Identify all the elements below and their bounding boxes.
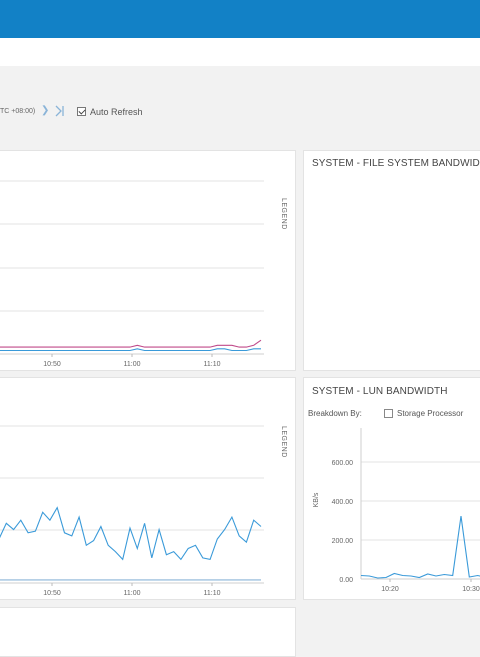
x-tick-label: 11:00 <box>124 590 141 597</box>
series-line-1 <box>0 506 262 561</box>
chart-top-left: 10:50 11:00 11:10 <box>0 180 264 368</box>
series-line-2 <box>0 348 261 352</box>
chevron-right-icon[interactable]: ❯ <box>41 105 50 116</box>
chart-mid-left: 10:50 11:00 11:10 <box>0 425 264 597</box>
auto-refresh-checkbox[interactable] <box>77 107 86 116</box>
y-tick-label: 400.00 <box>332 499 354 506</box>
x-tick-label: 10:20 <box>381 586 399 593</box>
auto-refresh-label: Auto Refresh <box>90 107 143 117</box>
top-header-bar <box>0 0 480 38</box>
legend-toggle[interactable]: LEGEND <box>280 198 287 230</box>
y-tick-label: 200.00 <box>332 538 354 545</box>
skip-to-end-icon[interactable] <box>55 105 65 120</box>
sub-header-bar <box>0 38 480 67</box>
series-line-1 <box>0 339 262 348</box>
legend-toggle[interactable]: LEGEND <box>280 426 287 458</box>
toolbar-area <box>0 66 480 150</box>
series-line-1 <box>360 516 480 579</box>
y-tick-label: 0.00 <box>339 577 353 584</box>
x-tick-label: 11:10 <box>204 361 221 368</box>
timezone-text: TC +08:00) <box>0 108 36 115</box>
x-tick-label: 10:30 <box>462 586 480 593</box>
y-tick-label: 600.00 <box>332 460 354 467</box>
chart-panel-lun-bandwidth: SYSTEM - LUN BANDWIDTH Breakdown By: Sto… <box>303 377 480 600</box>
chart-panel-fs-bandwidth: SYSTEM - FILE SYSTEM BANDWIDTH <box>303 150 480 371</box>
chart-lun-bandwidth: 10:20 10:30 600.00 400.00 200.00 0.00 KB/s <box>313 428 480 593</box>
breakdown-label: Breakdown By: <box>308 409 362 418</box>
panel-title-fs-bandwidth: SYSTEM - FILE SYSTEM BANDWIDTH <box>312 158 480 169</box>
y-axis-label: KB/s <box>313 492 320 507</box>
chart-panel-top-left: 10:50 11:00 11:10 LEGEND <box>0 150 296 371</box>
x-tick-label: 10:50 <box>43 590 61 597</box>
storage-processor-checkbox[interactable] <box>384 409 393 418</box>
x-tick-label: 10:50 <box>43 361 61 368</box>
storage-processor-label: Storage Processor <box>397 409 464 418</box>
panel-title-lun-bandwidth: SYSTEM - LUN BANDWIDTH <box>312 386 448 397</box>
x-tick-label: 11:00 <box>124 361 141 368</box>
chart-panel-bottom-left <box>0 607 296 657</box>
chart-panel-mid-left: 10:50 11:00 11:10 LEGEND <box>0 377 296 600</box>
x-tick-label: 11:10 <box>204 590 221 597</box>
